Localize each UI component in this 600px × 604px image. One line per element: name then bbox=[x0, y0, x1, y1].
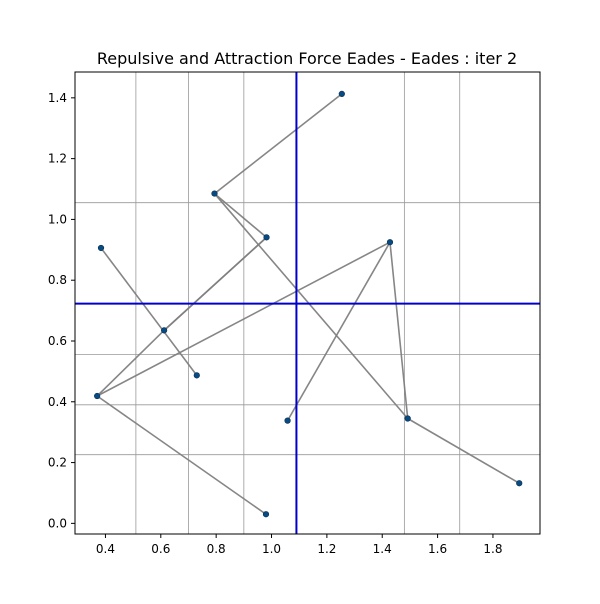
graph-edge-0 bbox=[214, 93, 343, 195]
graph-node-4 bbox=[386, 239, 394, 246]
graph-node-10 bbox=[516, 480, 523, 487]
edge-layer bbox=[96, 93, 520, 515]
y-tick-label-2: 0.4 bbox=[48, 395, 67, 409]
y-tick-label-3: 0.6 bbox=[48, 334, 67, 348]
graph-edge-9 bbox=[389, 242, 409, 419]
split-line-layer bbox=[75, 72, 540, 534]
node-layer bbox=[94, 90, 523, 518]
x-tick-label-7: 1.8 bbox=[483, 542, 502, 556]
graph-edge-11 bbox=[96, 395, 267, 515]
graph-edge-10 bbox=[286, 241, 391, 422]
y-axis: 0.0 0.2 0.4 0.6 0.8 1.0 1.2 1.4 bbox=[48, 91, 75, 530]
graph-node-6 bbox=[193, 372, 200, 379]
graph-node-3 bbox=[97, 244, 105, 252]
y-tick-label-4: 0.8 bbox=[48, 273, 67, 287]
x-tick-label-0: 0.4 bbox=[96, 542, 115, 556]
x-tick-label-3: 1.0 bbox=[262, 542, 281, 556]
graph-edge-8 bbox=[96, 241, 391, 397]
graph-edge-2 bbox=[213, 193, 409, 420]
x-tick-label-4: 1.2 bbox=[317, 542, 336, 556]
y-tick-label-0: 0.0 bbox=[48, 516, 67, 530]
chart-title: Repulsive and Attraction Force Eades - E… bbox=[97, 49, 517, 68]
graph-node-0 bbox=[338, 90, 345, 97]
graph-node-1 bbox=[211, 190, 218, 197]
graph-node-2 bbox=[263, 234, 270, 241]
graph-edge-1 bbox=[213, 192, 268, 238]
graph-edge-3 bbox=[407, 417, 520, 484]
graph-edge-6 bbox=[100, 247, 198, 376]
graph-edge-5 bbox=[163, 236, 268, 331]
graph-node-7 bbox=[94, 392, 101, 400]
graph-node-9 bbox=[404, 415, 411, 422]
x-tick-label-1: 0.6 bbox=[151, 542, 170, 556]
x-tick-label-6: 1.6 bbox=[428, 542, 447, 556]
y-tick-label-5: 1.0 bbox=[48, 212, 67, 226]
x-tick-label-2: 0.8 bbox=[207, 542, 226, 556]
plot-frame bbox=[74, 71, 541, 535]
x-tick-label-5: 1.4 bbox=[373, 542, 392, 556]
y-tick-label-1: 0.2 bbox=[48, 456, 67, 470]
graph-node-11 bbox=[262, 511, 270, 518]
graph-edge-7 bbox=[96, 329, 165, 397]
graph-node-8 bbox=[284, 417, 291, 424]
y-tick-label-6: 1.2 bbox=[48, 152, 67, 166]
y-tick-label-7: 1.4 bbox=[48, 91, 67, 105]
x-axis: 0.4 0.6 0.8 1.0 1.2 1.4 1.6 1.8 bbox=[96, 534, 502, 556]
graph-node-5 bbox=[161, 327, 168, 334]
